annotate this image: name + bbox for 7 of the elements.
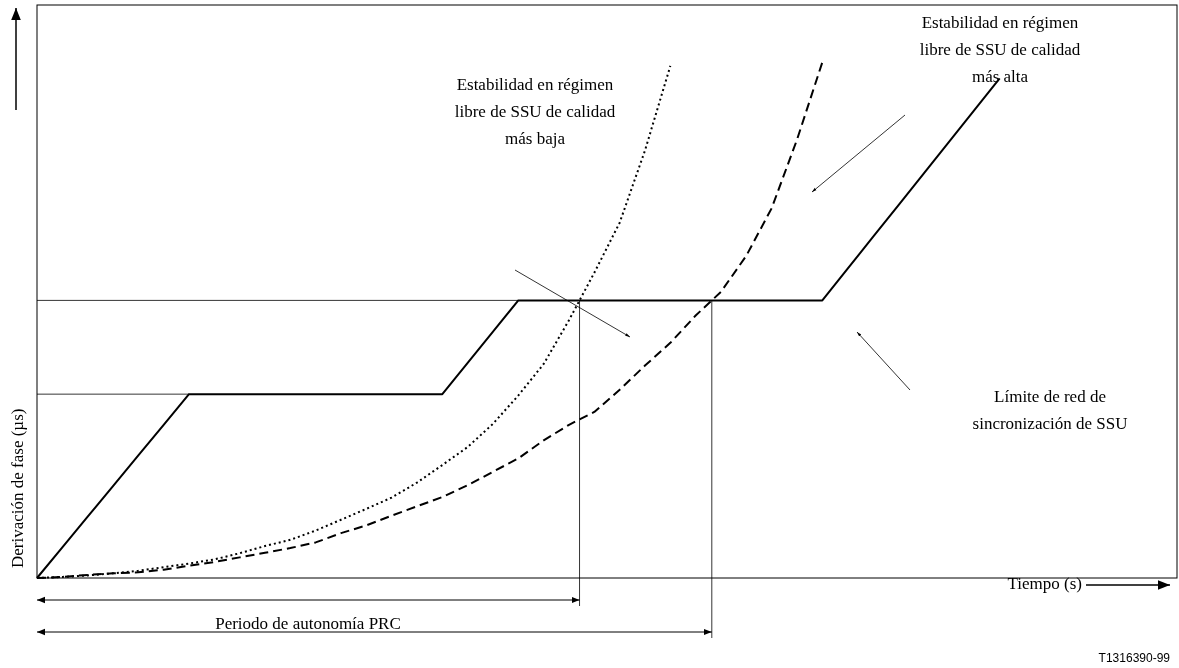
annotation: Límite de red de sincronización de SSU <box>972 387 1128 433</box>
y-axis-title: Derivación de fase (µs) <box>8 408 27 568</box>
annotation: Estabilidad en régimen libre de SSU de calidad más alta <box>919 13 1081 86</box>
annotation: Estabilidad en régimen libre de SSU de calidad más baja <box>454 75 616 148</box>
x-axis-title: Tiempo (s) <box>1007 574 1082 593</box>
text: T1316390-99 <box>1098 651 1171 665</box>
text: Periodo de autonomía PRC <box>215 614 401 633</box>
